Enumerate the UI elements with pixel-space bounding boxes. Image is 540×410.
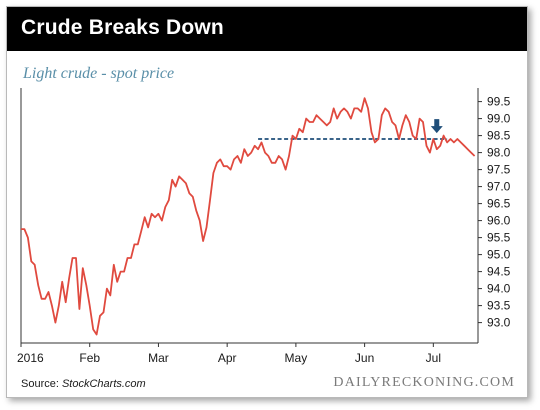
x-tick-label: May <box>285 351 308 365</box>
x-tick-label: Jun <box>355 351 374 365</box>
x-tick-label: Apr <box>218 351 237 365</box>
x-tick-label: Mar <box>148 351 169 365</box>
y-tick-label: 94.5 <box>487 265 511 279</box>
source-credit: Source: StockCharts.com <box>21 378 146 390</box>
chart-card: Crude Breaks Down Light crude - spot pri… <box>6 6 528 398</box>
y-tick-label: 99.5 <box>487 95 511 109</box>
x-tick-label: Feb <box>79 351 100 365</box>
y-tick-label: 95.5 <box>487 231 511 245</box>
chart-header-title: Crude Breaks Down <box>21 16 224 39</box>
y-tick-label: 95.0 <box>487 248 511 262</box>
x-tick-label: 2016 <box>17 351 44 365</box>
chart-subtitle: Light crude - spot price <box>23 65 175 82</box>
y-tick-label: 98.5 <box>487 129 511 143</box>
y-tick-label: 96.0 <box>487 214 511 228</box>
price-series-line <box>21 97 476 336</box>
down-arrow-icon <box>430 119 443 134</box>
x-tick-label: Jul <box>426 351 441 365</box>
source-prefix: Source: <box>21 378 62 390</box>
y-tick-label: 96.5 <box>487 197 511 211</box>
y-tick-label: 97.0 <box>487 180 511 194</box>
y-tick-label: 98.0 <box>487 146 511 160</box>
y-tick-label: 99.0 <box>487 112 511 126</box>
y-tick-label: 93.0 <box>487 316 511 330</box>
source-name: StockCharts.com <box>61 378 146 390</box>
y-tick-label: 94.0 <box>487 282 511 296</box>
header-bar: Crude Breaks Down <box>7 7 527 51</box>
brand-watermark: DAILYRECKONING.COM <box>333 375 515 390</box>
y-tick-label: 93.5 <box>487 299 511 313</box>
y-tick-label: 97.5 <box>487 163 511 177</box>
